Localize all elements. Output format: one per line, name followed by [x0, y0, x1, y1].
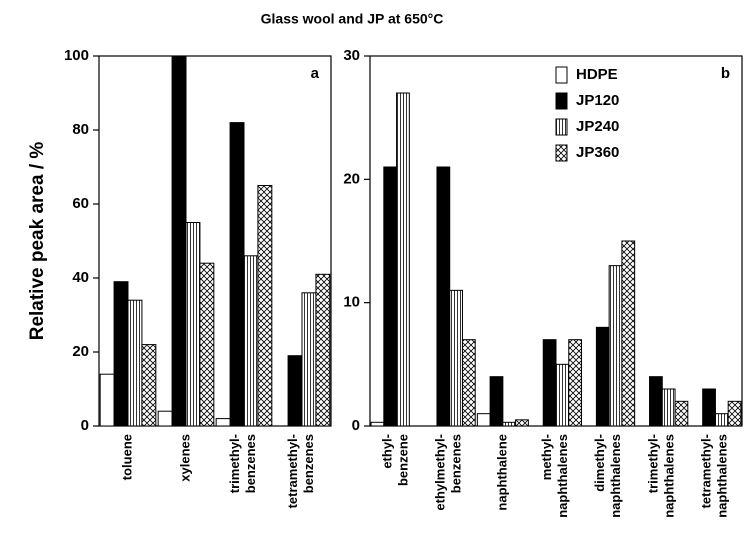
bar [502, 421, 517, 427]
bar [301, 292, 317, 427]
plot-frame [98, 55, 332, 427]
bar [542, 339, 557, 427]
x-tick-label: tetramethyl-naphthalenes [699, 434, 730, 518]
bar [199, 262, 215, 427]
y-tick-label: 0 [352, 417, 360, 434]
bar [171, 55, 187, 427]
bar [287, 355, 303, 427]
legend-label: HDPE [576, 66, 618, 83]
bar [99, 373, 115, 427]
chart-title: Glass wool and JP at 650°C [261, 11, 444, 27]
bar [113, 281, 129, 427]
bar [476, 413, 491, 427]
y-tick-label: 60 [72, 195, 89, 212]
bar [461, 339, 476, 427]
bar [185, 222, 201, 427]
bar [555, 363, 570, 427]
bar [621, 240, 636, 427]
bar [714, 413, 729, 427]
x-tick-label: dimethyl-naphthalenes [593, 434, 624, 518]
bar [396, 92, 410, 427]
legend-swatch [555, 92, 568, 110]
bar [370, 421, 385, 427]
legend-swatch [555, 66, 568, 84]
bar [568, 339, 583, 427]
x-tick-label: xylenes [177, 434, 192, 482]
bar [157, 410, 173, 427]
bar [383, 166, 398, 427]
panel-label: a [311, 65, 320, 82]
bar [608, 265, 623, 427]
bar [315, 273, 331, 427]
y-tick-label: 40 [72, 269, 89, 286]
bar [127, 299, 143, 427]
legend-label: JP360 [576, 144, 619, 161]
legend-label: JP240 [576, 118, 619, 135]
bar [515, 419, 529, 427]
x-tick-label: trimethyl-benzenes [227, 434, 258, 493]
x-tick-label: ethylmethyl-benzenes [433, 434, 464, 511]
y-tick-label: 100 [64, 47, 89, 64]
x-tick-label: tetramethyl-benzenes [285, 434, 316, 508]
x-tick-label: methyl-naphthalenes [539, 434, 570, 518]
bar [436, 166, 451, 427]
bar [141, 344, 157, 427]
legend-label: JP120 [576, 92, 619, 109]
y-tick-label: 80 [72, 121, 89, 138]
bar [243, 255, 259, 427]
bar [489, 376, 504, 427]
bar [661, 388, 676, 427]
x-tick-label: trimethyl-naphthalenes [646, 434, 677, 518]
x-tick-label: ethyl-benzene [380, 434, 411, 486]
y-tick-label: 20 [343, 170, 360, 187]
bar [449, 289, 463, 427]
bar [727, 400, 742, 427]
bar [595, 326, 610, 427]
bar [702, 388, 716, 427]
bar [257, 185, 273, 427]
y-tick-label: 0 [81, 417, 89, 434]
y-axis-label: Relative peak area / % [27, 142, 48, 341]
y-tick-label: 30 [343, 47, 360, 64]
y-tick-label: 10 [343, 294, 360, 311]
bar [674, 400, 689, 427]
panel-label: b [721, 65, 730, 82]
bar [649, 376, 663, 427]
legend-swatch [555, 144, 568, 162]
legend-swatch [555, 118, 568, 136]
bar [229, 122, 245, 427]
y-tick-label: 20 [72, 343, 89, 360]
x-tick-label: naphthalene [494, 434, 509, 511]
x-tick-label: toluene [119, 434, 134, 480]
bar [215, 418, 231, 427]
